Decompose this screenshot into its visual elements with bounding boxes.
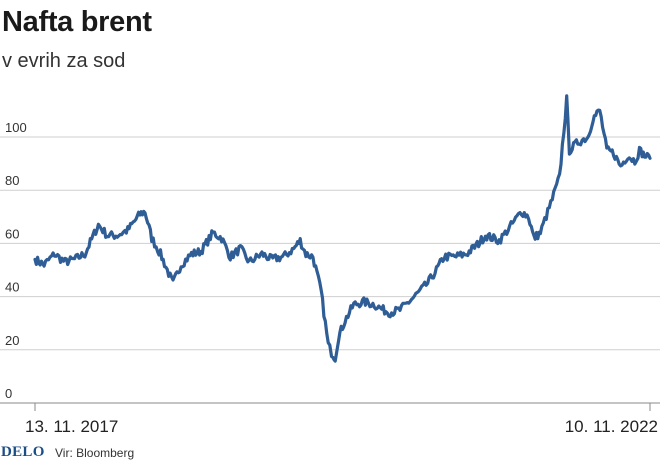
y-tick-label-0: 0 [5,386,12,401]
x-axis [0,402,660,411]
chart-subtitle: v evrih za sod [2,50,126,72]
y-tick-labels: 0 20 40 60 80 100 [5,120,27,401]
series-line [33,94,652,363]
delo-logo: DELO [1,444,45,460]
x-tick-label-end: 10. 11. 2022 [565,417,658,436]
y-tick-label-60: 60 [5,226,19,241]
source-note: Vir: Bloomberg [55,446,135,460]
y-tick-label-100: 100 [5,120,27,135]
y-tick-label-40: 40 [5,280,19,295]
series-line-group [33,94,652,363]
x-tick-labels: 13. 11. 2017 10. 11. 2022 [25,417,658,436]
y-tick-label-80: 80 [5,173,19,188]
x-tick-label-start: 13. 11. 2017 [25,417,118,436]
price-line-chart: 0 20 40 60 80 100 13. 11. 2017 10. 11. 2022 [0,94,660,436]
y-tick-label-20: 20 [5,333,19,348]
chart-title: Nafta brent [2,6,152,38]
